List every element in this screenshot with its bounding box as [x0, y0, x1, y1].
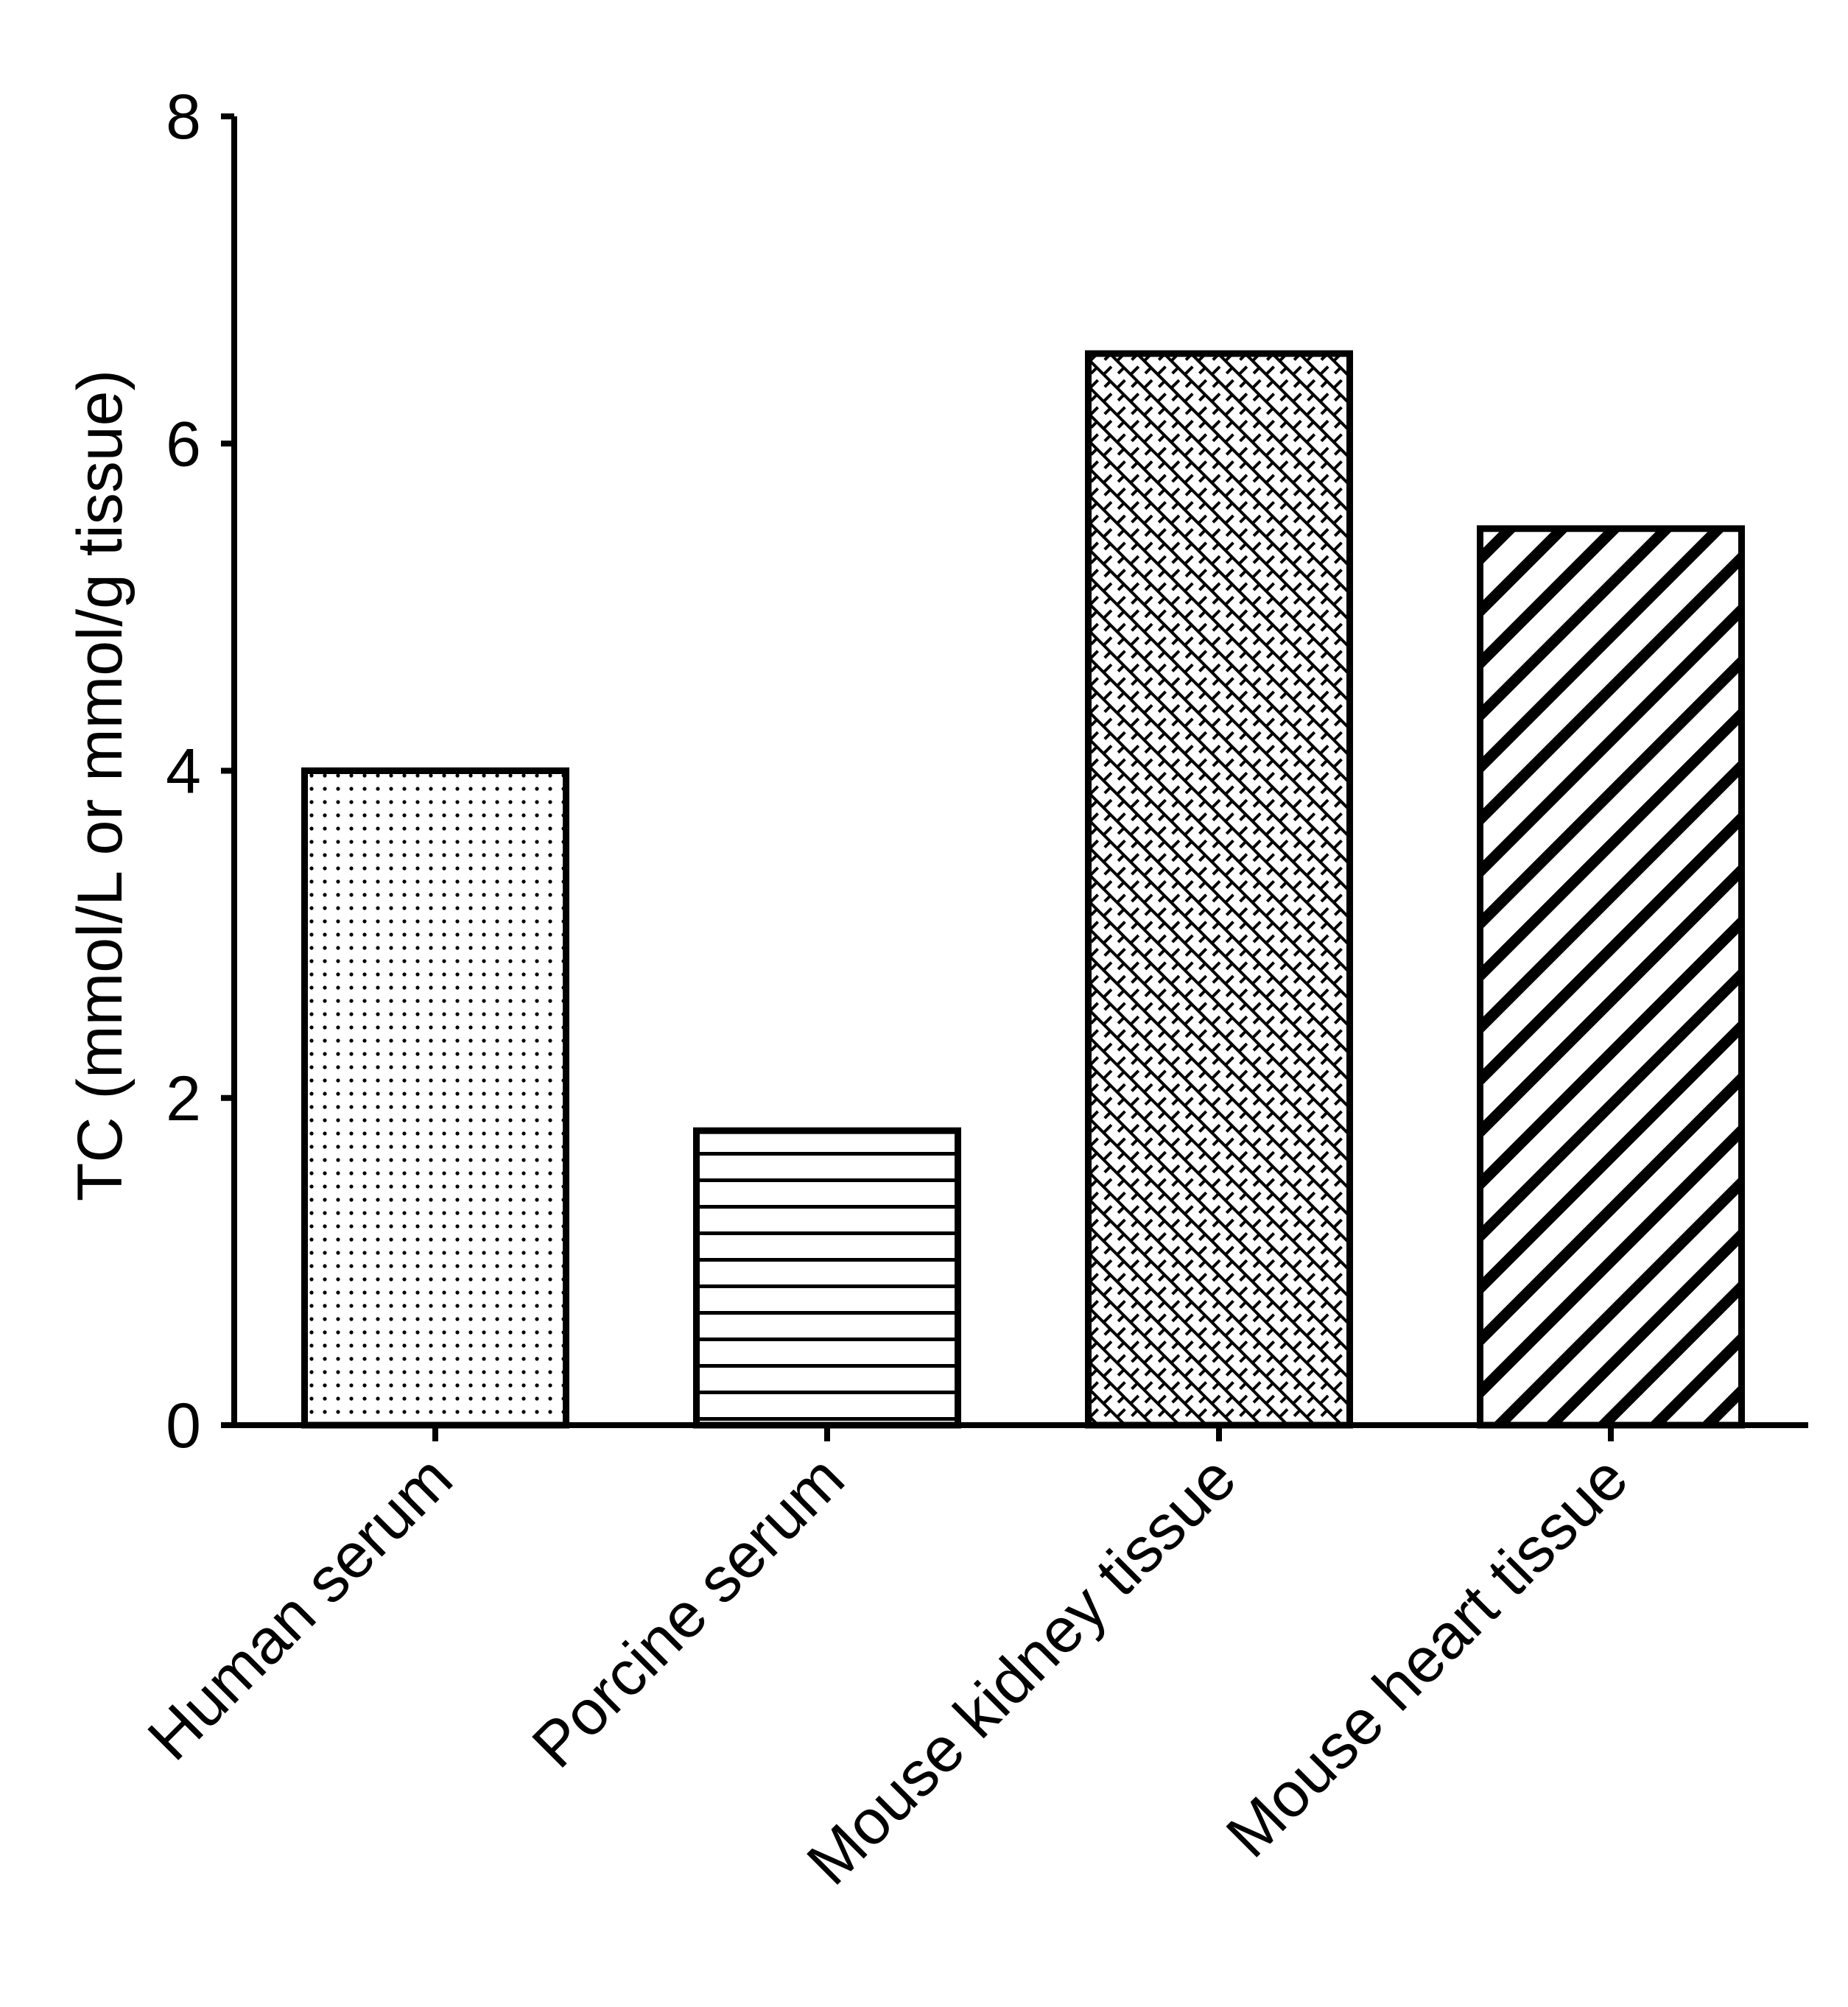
x-tick-label-mouse-kidney-tissue: Mouse kidney tissue: [794, 1443, 1250, 1899]
bar-mouse-kidney-tissue: [1085, 350, 1353, 1429]
bar-human-serum: [301, 767, 569, 1429]
bar-mouse-heart-tissue: [1477, 525, 1745, 1429]
y-axis-title: TC (mmol/L or mmol/g tissue): [65, 370, 136, 1201]
bars-group: [301, 350, 1745, 1429]
x-tick-label-human-serum: Human serum: [135, 1443, 466, 1774]
y-tick-label-4: 4: [166, 737, 201, 807]
y-tick-label-2: 2: [166, 1064, 201, 1134]
y-tick-label-8: 8: [166, 82, 201, 152]
x-tick-label-porcine-serum: Porcine serum: [519, 1443, 858, 1782]
y-ticks-group: 0 2 4 6 8: [166, 82, 234, 1461]
x-tick-label-mouse-heart-tissue: Mouse heart tissue: [1213, 1443, 1642, 1871]
y-tick-label-6: 6: [166, 409, 201, 479]
bar-porcine-serum: [693, 1127, 961, 1429]
y-tick-label-0: 0: [166, 1391, 201, 1461]
